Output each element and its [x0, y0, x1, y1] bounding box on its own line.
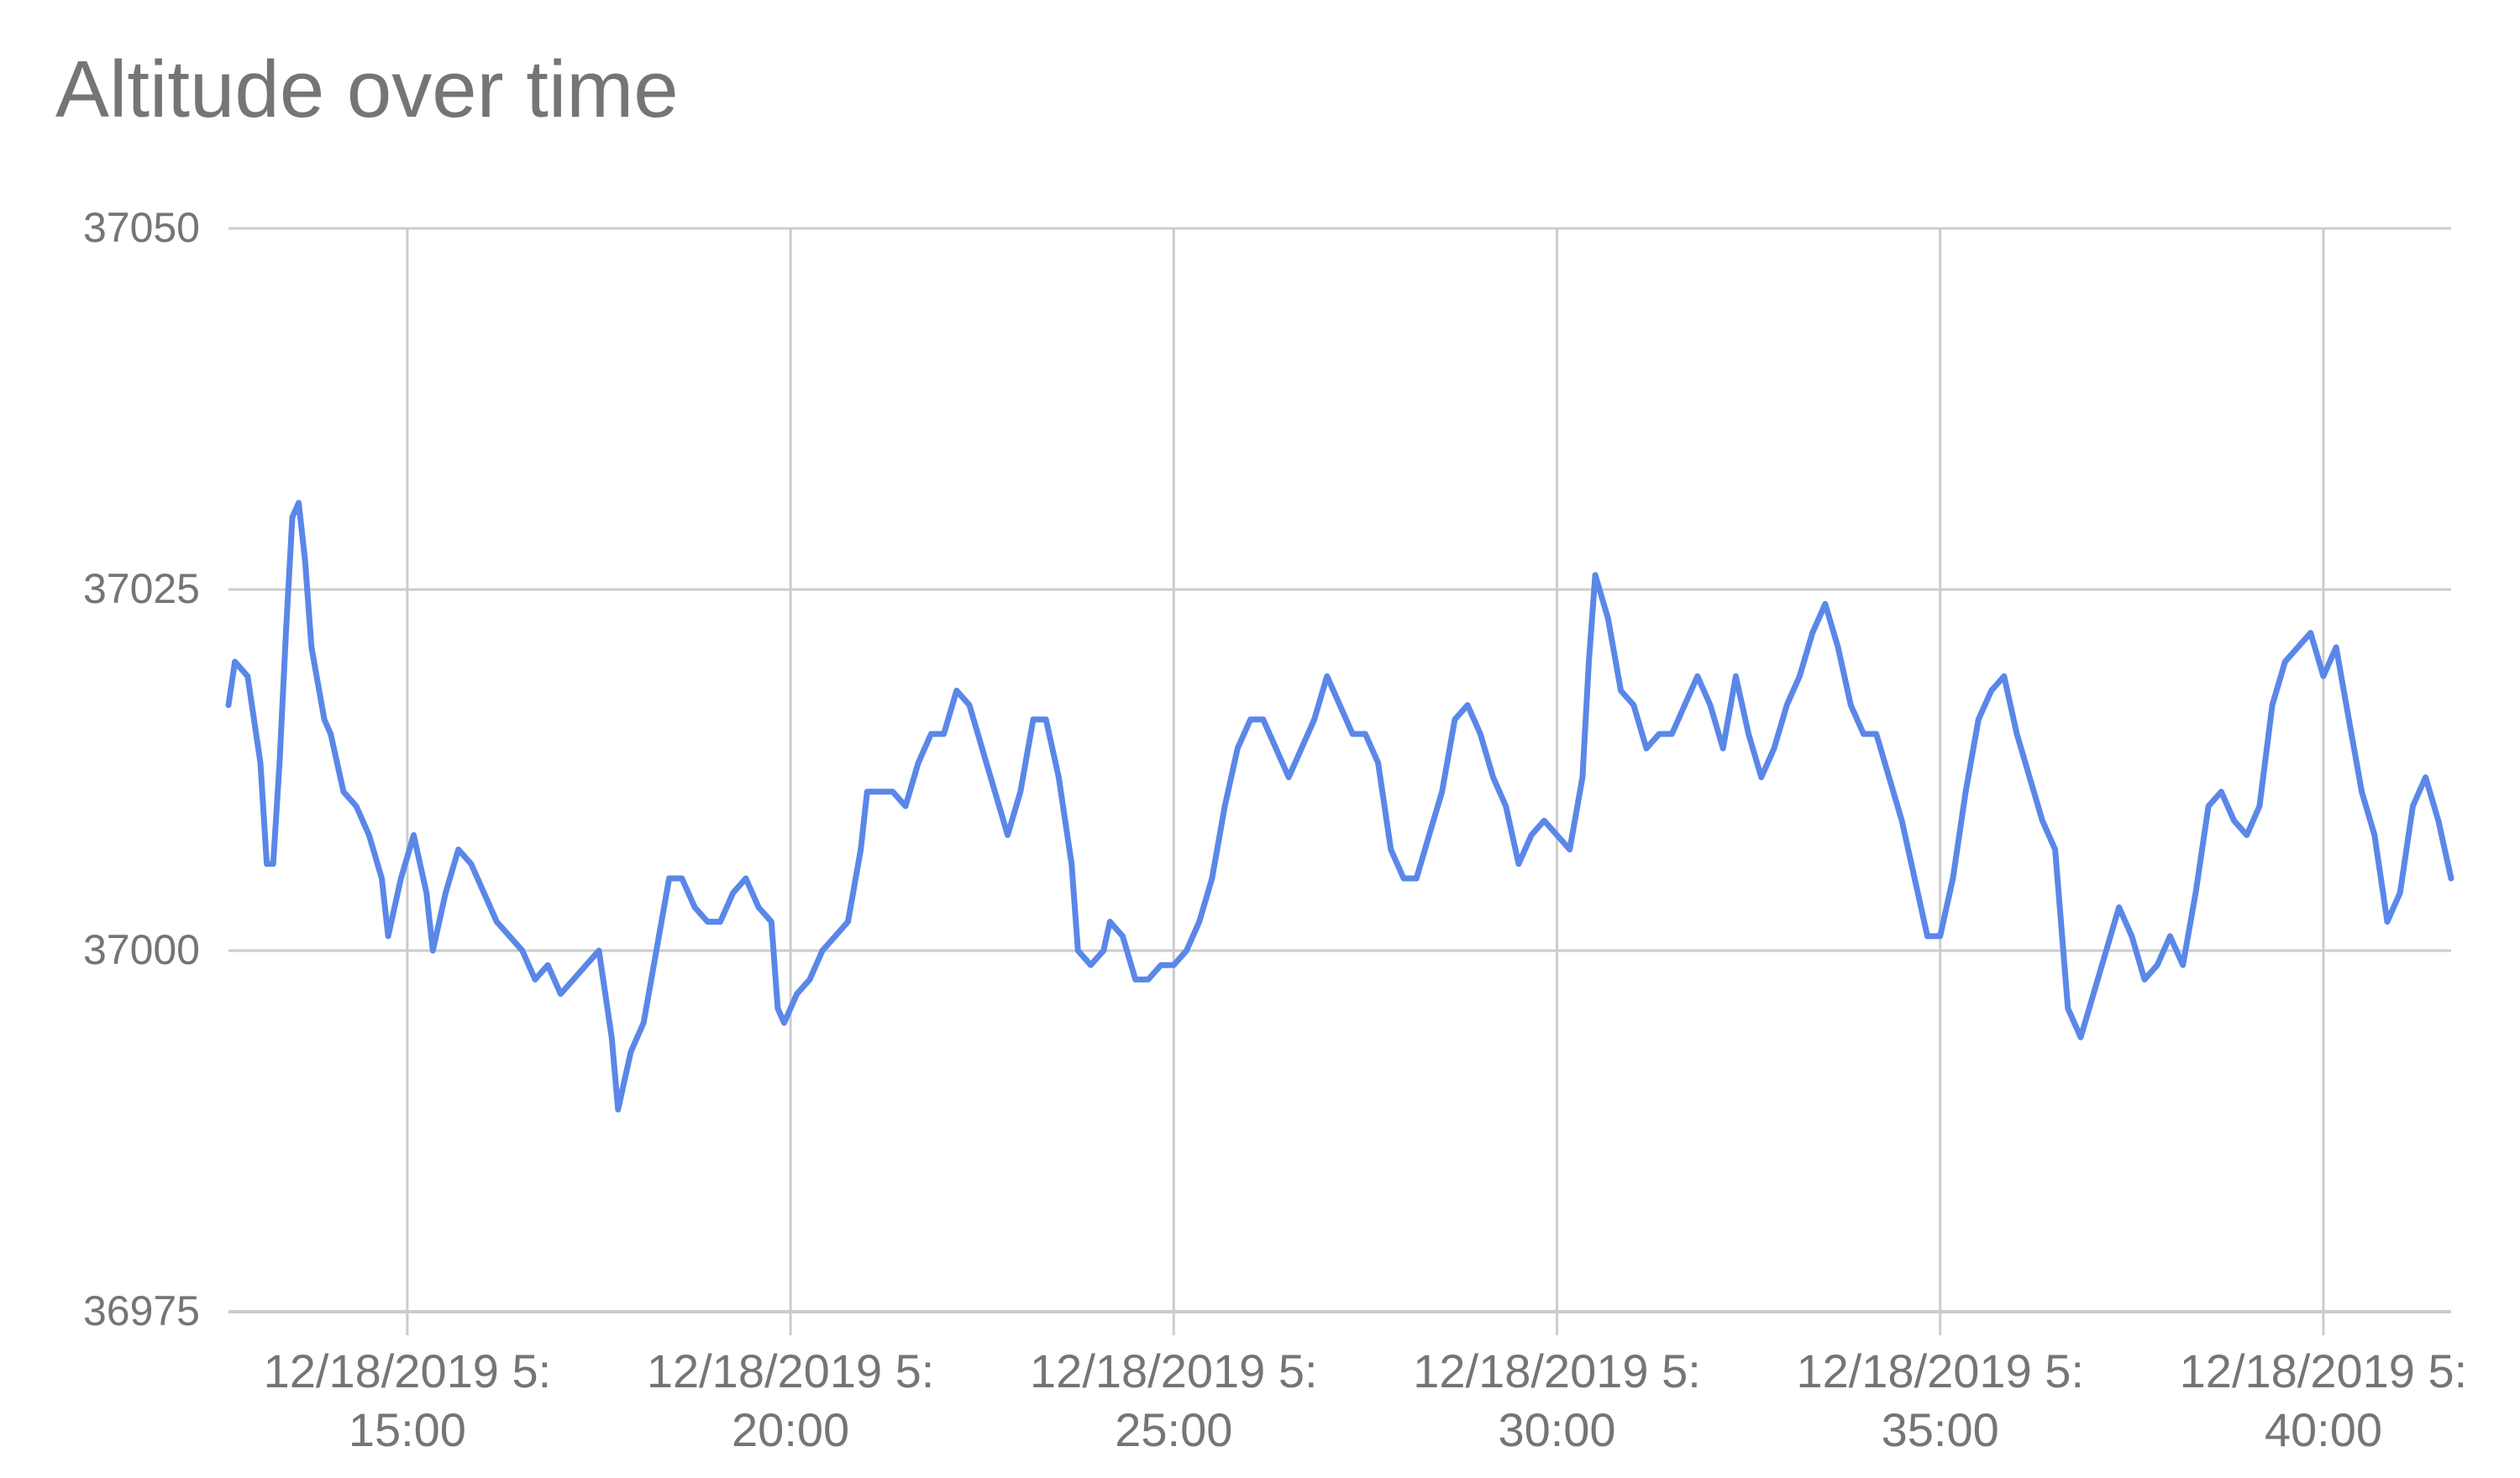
x-axis-labels: 12/18/2019 5: 15:00 12/18/2019 5: 20:00 12/1… — [264, 1344, 2468, 1456]
x-tick-label-line1: 12/18/2019 5: — [264, 1344, 552, 1397]
horizontal-gridlines — [228, 227, 2451, 1313]
x-tick-label-line2: 15:00 — [349, 1403, 466, 1456]
x-tick-label-line1: 12/18/2019 5: — [1796, 1344, 2084, 1397]
series-line-0 — [225, 500, 2454, 1113]
x-tick-label-line2: 40:00 — [2265, 1403, 2382, 1456]
y-tick-label: 36975 — [83, 1287, 200, 1334]
x-tick-label-line2: 20:00 — [732, 1403, 849, 1456]
x-tick-label-line1: 12/18/2019 5: — [1030, 1344, 1318, 1397]
x-tick-label-line1: 12/18/2019 5: — [647, 1344, 935, 1397]
vertical-gridlines — [406, 228, 2325, 1335]
x-tick-label-line1: 12/18/2019 5: — [2180, 1344, 2468, 1397]
y-tick-label: 37025 — [83, 565, 200, 612]
chart-title: Altitude over time — [55, 45, 679, 134]
x-tick-label-line2: 25:00 — [1115, 1403, 1232, 1456]
y-tick-label: 37000 — [83, 926, 200, 973]
x-tick-label-line2: 35:00 — [1882, 1403, 1999, 1456]
x-tick-label-line2: 30:00 — [1498, 1403, 1615, 1456]
x-tick-label-line1: 12/18/2019 5: — [1413, 1344, 1701, 1397]
y-axis-labels: 36975 37000 37025 37050 — [83, 204, 200, 1334]
series-lines — [225, 500, 2454, 1113]
y-tick-label: 37050 — [83, 204, 200, 251]
